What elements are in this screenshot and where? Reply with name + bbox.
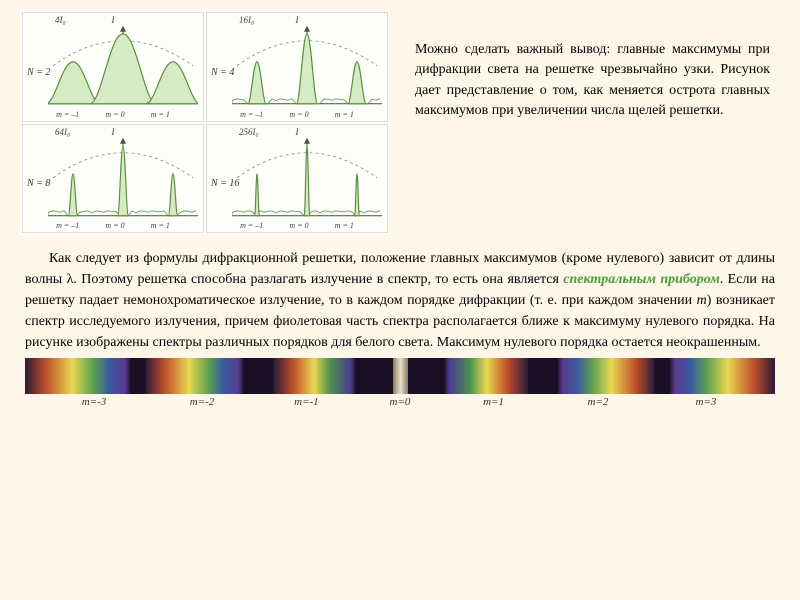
diagram-cell-1: N = 4 16I₀ Im = –1m = 0m = 1	[206, 12, 388, 122]
i-axis-label: I	[112, 127, 115, 137]
spectrum-band	[25, 358, 775, 394]
m-variable: m	[697, 293, 707, 308]
n-label: N = 4	[211, 67, 234, 78]
order-label: m=0	[357, 396, 443, 408]
n-label: N = 2	[27, 67, 50, 78]
i-axis-label: I	[296, 127, 299, 137]
n-label: N = 8	[27, 178, 50, 189]
diagram-cell-3: N = 16256I₀Im = –1m = 0m = 1	[206, 124, 388, 234]
i-axis-label: I	[112, 15, 115, 25]
spectral-term: спектральным прибором	[563, 272, 720, 287]
intensity-label: 256I₀	[239, 127, 259, 137]
spectrum-segment-4	[273, 358, 356, 394]
diagram-cell-0: N = 2 4I₀ Im = –1m = 0m = 1	[22, 12, 204, 122]
spectrum-segment-8	[445, 358, 528, 394]
diffraction-diagrams: N = 2 4I₀ Im = –1m = 0m = 1 N = 4 16I₀ Im = –…	[20, 10, 390, 235]
i-axis-label: I	[296, 15, 299, 25]
spectrum-figure: m=-3m=-2m=-1m=0m=1m=2m=3	[0, 358, 800, 408]
m-order-labels: m = –1m = 0m = 1	[207, 110, 387, 119]
intensity-label: 4I₀	[55, 15, 66, 25]
peaks-plot	[232, 25, 382, 107]
conclusion-text: Можно сделать важный вывод: главные макс…	[390, 10, 780, 235]
spectrum-segment-11	[655, 358, 670, 394]
m-order-labels: m = –1m = 0m = 1	[207, 221, 387, 230]
order-label: m=3	[652, 396, 760, 408]
m-order-labels: m = –1m = 0m = 1	[23, 110, 203, 119]
top-section: N = 2 4I₀ Im = –1m = 0m = 1 N = 4 16I₀ Im = –…	[0, 0, 800, 240]
order-label: m=-2	[148, 396, 256, 408]
main-paragraph: Как следует из формулы дифракционной реш…	[0, 240, 800, 353]
peaks-plot	[48, 25, 198, 107]
intensity-label: 64I₀	[55, 127, 70, 137]
order-label: m=1	[443, 396, 544, 408]
m-order-labels: m = –1m = 0m = 1	[23, 221, 203, 230]
spectrum-segment-6	[393, 358, 408, 394]
spectrum-segment-3	[243, 358, 273, 394]
spectrum-order-labels: m=-3m=-2m=-1m=0m=1m=2m=3	[25, 396, 775, 408]
spectrum-segment-0	[25, 358, 130, 394]
peaks-plot	[232, 137, 382, 219]
spectrum-segment-7	[408, 358, 446, 394]
spectrum-segment-5	[355, 358, 393, 394]
order-label: m=-3	[40, 396, 148, 408]
spectrum-segment-1	[130, 358, 145, 394]
order-label: m=-1	[256, 396, 357, 408]
spectrum-segment-9	[528, 358, 558, 394]
intensity-label: 16I₀	[239, 15, 254, 25]
spectrum-segment-10	[558, 358, 656, 394]
spectrum-segment-2	[145, 358, 243, 394]
peaks-plot	[48, 137, 198, 219]
order-label: m=2	[544, 396, 652, 408]
spectrum-segment-12	[670, 358, 775, 394]
diagram-cell-2: N = 8 64I₀ Im = –1m = 0m = 1	[22, 124, 204, 234]
